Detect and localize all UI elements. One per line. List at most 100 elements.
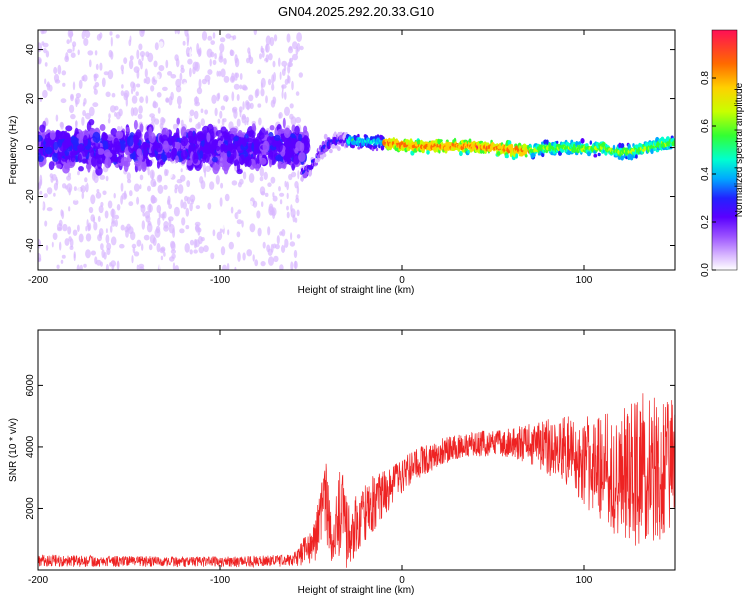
heatmap-cell bbox=[91, 155, 98, 167]
heatmap-cell bbox=[210, 139, 218, 150]
heatmap-cell bbox=[152, 100, 157, 108]
heatmap-cell bbox=[193, 110, 199, 120]
heatmap-cell bbox=[111, 220, 116, 227]
heatmap-cell bbox=[323, 133, 328, 140]
heatmap-cell bbox=[45, 244, 49, 251]
heatmap-cell bbox=[653, 147, 656, 152]
heatmap-cell bbox=[168, 96, 173, 106]
heatmap-cell bbox=[117, 125, 121, 131]
heatmap-cell bbox=[281, 229, 286, 237]
snr-border bbox=[37, 329, 676, 571]
heatmap-cell bbox=[72, 41, 77, 48]
heatmap-cell bbox=[96, 148, 105, 155]
heatmap-cell bbox=[284, 152, 288, 161]
heatmap-cell bbox=[140, 204, 145, 209]
heatmap-cell bbox=[296, 209, 300, 217]
heatmap-cell bbox=[120, 195, 123, 205]
heatmap-cell bbox=[38, 182, 41, 191]
heatmap-cell bbox=[72, 81, 76, 91]
heatmap-cell bbox=[148, 244, 153, 251]
heatmap-cell bbox=[211, 116, 217, 122]
heatmap-cell bbox=[90, 250, 96, 256]
heatmap-cell bbox=[159, 247, 166, 254]
heatmap-cell bbox=[147, 185, 151, 192]
heatmap-cell bbox=[127, 179, 132, 184]
heatmap-cell bbox=[267, 78, 272, 86]
heatmap-cell bbox=[308, 170, 313, 176]
heatmap-cell bbox=[273, 72, 276, 82]
heatmap-cell bbox=[254, 259, 259, 267]
heatmap-cell bbox=[183, 82, 187, 88]
heatmap-cell bbox=[241, 137, 247, 147]
heatmap-cell bbox=[196, 87, 203, 95]
heatmap-cell bbox=[257, 69, 262, 75]
heatmap-cell bbox=[181, 217, 186, 226]
heatmap-cell bbox=[46, 187, 53, 195]
heatmap-cell bbox=[290, 261, 294, 270]
heatmap-cell bbox=[188, 143, 195, 152]
heatmap-cell bbox=[38, 42, 43, 53]
heatmap-cell bbox=[223, 75, 230, 83]
heatmap-cell bbox=[184, 30, 189, 37]
heatmap-cell bbox=[60, 98, 67, 104]
heatmap-cell bbox=[91, 171, 96, 181]
heatmap-cell bbox=[277, 160, 282, 170]
heatmap-cell bbox=[38, 238, 42, 249]
heatmap-cell bbox=[167, 138, 174, 146]
heatmap-cell bbox=[88, 119, 95, 126]
heatmap-cell bbox=[77, 153, 83, 163]
heatmap-cell bbox=[275, 154, 283, 162]
heatmap-cell bbox=[66, 39, 70, 45]
heatmap-cell bbox=[333, 131, 337, 138]
heatmap-cell bbox=[163, 211, 167, 219]
heatmap-cell bbox=[140, 60, 143, 70]
heatmap-cell bbox=[46, 207, 53, 212]
heatmap-cell bbox=[40, 30, 45, 35]
heatmap-cell bbox=[147, 221, 152, 226]
heatmap-cell bbox=[275, 140, 283, 153]
heatmap-cell bbox=[262, 241, 266, 249]
heatmap-cell bbox=[672, 140, 675, 144]
heatmap-cell bbox=[76, 264, 80, 270]
heatmap-cell bbox=[194, 225, 199, 231]
heatmap-cell bbox=[115, 111, 121, 120]
heatmap-cell bbox=[208, 145, 213, 157]
heatmap-cell bbox=[83, 98, 87, 105]
heatmap-cell bbox=[290, 116, 297, 126]
heatmap-cell bbox=[298, 152, 306, 162]
chart-title: GN04.2025.292.20.33.G10 bbox=[278, 4, 434, 19]
heatmap-cell bbox=[81, 75, 85, 82]
heatmap-cell bbox=[233, 83, 240, 90]
heatmap-cell bbox=[65, 52, 69, 61]
heatmap-cell bbox=[426, 150, 430, 155]
heatmap-cell bbox=[84, 30, 91, 39]
heatmap-cell bbox=[204, 167, 207, 178]
heatmap-cell bbox=[279, 192, 285, 197]
heatmap-cell bbox=[292, 153, 300, 165]
heatmap-cell bbox=[252, 254, 255, 262]
heatmap-cell bbox=[167, 216, 174, 222]
heatmap-cell bbox=[223, 58, 227, 65]
heatmap-cell bbox=[185, 207, 190, 217]
heatmap-cell bbox=[77, 224, 80, 232]
heatmap-cell bbox=[65, 132, 70, 139]
heatmap-cell bbox=[260, 261, 266, 267]
heatmap-cell bbox=[166, 152, 172, 159]
heatmap-cell bbox=[38, 57, 42, 64]
heatmap-cell bbox=[246, 102, 250, 111]
heatmap-cell bbox=[107, 118, 111, 124]
heatmap-cell bbox=[98, 205, 104, 214]
heatmap-cell bbox=[246, 137, 254, 143]
heatmap-cell bbox=[246, 57, 250, 64]
heatmap-cell bbox=[220, 135, 224, 142]
heatmap-cell bbox=[115, 130, 124, 139]
heatmap-cell bbox=[248, 200, 254, 207]
heatmap-cell bbox=[298, 72, 303, 78]
heatmap-cell bbox=[120, 224, 125, 231]
heatmap-cell bbox=[239, 84, 243, 90]
heatmap-cell bbox=[78, 186, 81, 195]
heatmap-cell bbox=[129, 55, 134, 61]
heatmap-cell bbox=[154, 228, 161, 238]
heatmap-cell bbox=[121, 192, 128, 200]
heatmap-border bbox=[37, 29, 676, 271]
